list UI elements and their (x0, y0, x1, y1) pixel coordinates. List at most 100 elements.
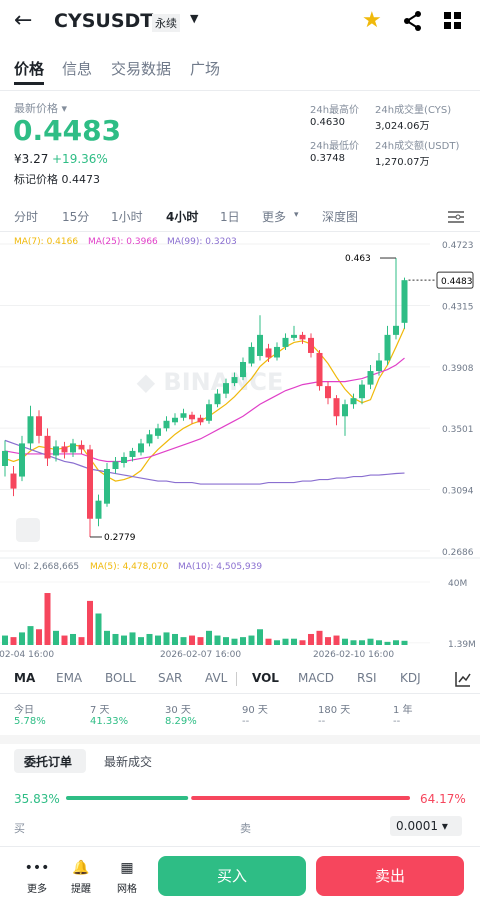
indicator[interactable]: BOLL (105, 671, 136, 685)
volume-bar (104, 630, 110, 645)
sell-label: 卖 (240, 822, 251, 835)
buy-button[interactable]: 买入 (158, 856, 306, 896)
stat-value: 0.3748 (310, 153, 345, 164)
contract: 永续 (152, 14, 180, 32)
back[interactable]: ← (14, 8, 33, 33)
indicator-icon[interactable] (455, 671, 471, 687)
stat-label: 24h最高价 (310, 105, 360, 116)
legend: MA(99): 0.3203 (167, 237, 237, 247)
volume-bar (214, 635, 221, 645)
favorite[interactable]: ★ (362, 8, 382, 33)
tab[interactable]: 广场 (190, 60, 221, 78)
volume-bar (70, 633, 76, 645)
y-tick-label: 0.3501 (442, 425, 474, 435)
candle-body (257, 334, 263, 356)
timeframe[interactable]: 分时 (14, 210, 39, 224)
nav-icon[interactable]: ••• (24, 860, 50, 876)
volume-bar (359, 640, 365, 645)
tab[interactable]: 交易数据 (111, 60, 172, 78)
indicator[interactable]: EMA (56, 671, 83, 685)
timeframe[interactable]: 深度图 (322, 210, 359, 224)
change: +19.36% (52, 152, 108, 166)
volume-bar (10, 637, 17, 645)
volume-bar (231, 638, 238, 645)
nav-label[interactable]: 更多 (27, 884, 47, 895)
share[interactable] (402, 10, 424, 32)
volume-bar (350, 640, 357, 645)
nav-icon[interactable]: ▦ (120, 860, 134, 876)
volume-bar (333, 635, 340, 645)
timeframe[interactable]: 15分 (62, 210, 90, 224)
candle-body (325, 386, 331, 399)
tab[interactable]: 信息 (62, 60, 93, 78)
divider (0, 90, 480, 91)
volume-bar (180, 637, 187, 645)
volume-bar (95, 613, 102, 645)
volume-bar (265, 638, 272, 645)
nav-label[interactable]: 提醒 (71, 884, 91, 895)
y-tick-label: 40M (448, 579, 467, 589)
candle-body (248, 346, 255, 364)
divider (0, 231, 480, 232)
indicator[interactable]: VOL (252, 671, 279, 685)
nav-icon[interactable]: 🔔 (72, 860, 90, 876)
volume-bar (61, 635, 68, 645)
indicator[interactable]: RSI (357, 671, 377, 685)
candle-body (2, 450, 8, 466)
candle-body (87, 449, 93, 519)
candle-body (291, 334, 297, 338)
candle-body (163, 420, 170, 429)
timeframe[interactable]: 1小时 (111, 210, 143, 224)
timeframe[interactable]: 更多 (262, 210, 287, 224)
candle-body (342, 404, 348, 417)
perf-label: 30 天 (165, 705, 191, 716)
candle-body (104, 469, 110, 504)
candle-body (240, 362, 246, 378)
volume-bar (2, 635, 8, 645)
stat-label: 24h成交额(USDT) (375, 141, 460, 152)
perf-label: 今日 (14, 705, 34, 716)
settings[interactable] (448, 210, 464, 224)
candle-body (129, 450, 136, 457)
indicator[interactable]: MA (14, 671, 36, 685)
timeframe[interactable]: 4小时 (166, 210, 199, 224)
indicator[interactable]: MACD (298, 671, 334, 685)
perf-value: -- (393, 716, 401, 727)
candle-body (78, 444, 85, 450)
candle-body (10, 473, 17, 489)
symbol: CYSUSDT (54, 10, 154, 32)
volume-bar (248, 635, 255, 645)
indicator[interactable]: SAR (158, 671, 183, 685)
ratio-bar (66, 796, 410, 800)
candle-body (299, 334, 306, 340)
timeframe[interactable]: 1日 (220, 210, 240, 224)
indicator[interactable]: AVL (205, 671, 228, 685)
candle-body (274, 346, 280, 358)
volume-bar (274, 640, 280, 645)
perf-value: -- (318, 716, 326, 727)
order-tab[interactable]: 委托订单 (24, 755, 73, 769)
mark-price: 标记价格 0.4473 (14, 171, 100, 187)
volume-bar (138, 637, 144, 645)
tab[interactable]: 价格 (14, 60, 45, 78)
tick-size[interactable]: 0.0001 ▾ (390, 816, 462, 836)
volume-legend: Vol: 2,668,665 (14, 562, 79, 572)
nav-label[interactable]: 网格 (117, 884, 137, 895)
dropdown[interactable]: ▼ (190, 12, 199, 25)
volume-bar (87, 600, 93, 645)
fullscreen[interactable] (16, 518, 40, 542)
ma-line (4, 439, 405, 485)
indicator[interactable]: KDJ (400, 671, 421, 685)
y-tick-label: 1.39M (448, 640, 476, 650)
volume-bar (393, 640, 399, 645)
volume-bar (129, 632, 136, 645)
sell-button[interactable]: 卖出 (316, 856, 464, 896)
volume-bar (163, 632, 170, 645)
order-tab[interactable]: 最新成交 (104, 755, 153, 769)
candle-body (180, 413, 187, 418)
stat-label: 24h成交量(CYS) (375, 105, 452, 116)
grid-menu[interactable] (444, 12, 462, 30)
perf-label: 90 天 (242, 705, 268, 716)
volume-bar (197, 637, 204, 645)
volume-bar (121, 635, 127, 645)
